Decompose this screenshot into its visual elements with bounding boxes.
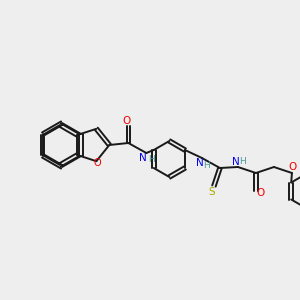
Text: N: N bbox=[196, 158, 204, 168]
Text: O: O bbox=[289, 162, 297, 172]
Text: N: N bbox=[232, 157, 240, 167]
Text: O: O bbox=[257, 188, 265, 198]
Text: S: S bbox=[208, 187, 215, 197]
Text: N: N bbox=[140, 153, 147, 163]
Text: O: O bbox=[94, 158, 101, 168]
Text: O: O bbox=[122, 116, 130, 126]
Text: H: H bbox=[240, 157, 246, 166]
Text: H: H bbox=[204, 160, 210, 169]
Text: H: H bbox=[148, 155, 155, 164]
